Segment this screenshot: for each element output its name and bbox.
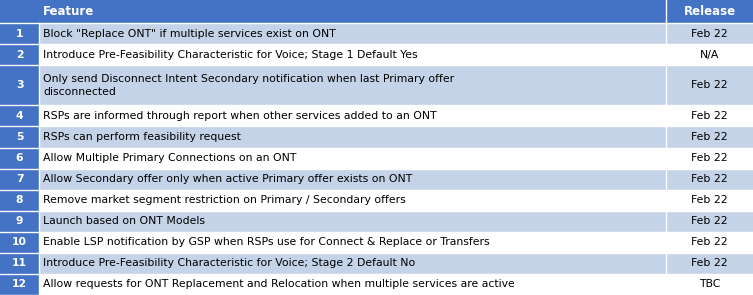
Text: Introduce Pre-Feasibility Characteristic for Voice; Stage 1 Default Yes: Introduce Pre-Feasibility Characteristic… bbox=[43, 50, 418, 60]
Bar bbox=[39, 274, 753, 295]
Bar bbox=[39, 44, 753, 65]
Text: 9: 9 bbox=[16, 216, 23, 226]
Text: Feb 22: Feb 22 bbox=[691, 153, 728, 163]
Text: Allow Secondary offer only when active Primary offer exists on ONT: Allow Secondary offer only when active P… bbox=[43, 174, 413, 184]
Bar bbox=[0, 65, 39, 105]
Bar bbox=[39, 190, 753, 211]
Bar bbox=[0, 274, 39, 295]
Bar bbox=[0, 168, 39, 190]
Bar bbox=[0, 23, 39, 44]
Text: Release: Release bbox=[684, 5, 736, 18]
Text: Allow Multiple Primary Connections on an ONT: Allow Multiple Primary Connections on an… bbox=[43, 153, 297, 163]
Text: Feb 22: Feb 22 bbox=[691, 237, 728, 247]
Text: 1: 1 bbox=[16, 29, 23, 39]
Text: 8: 8 bbox=[16, 195, 23, 205]
Text: Feb 22: Feb 22 bbox=[691, 132, 728, 142]
Bar bbox=[0, 253, 39, 274]
Text: Launch based on ONT Models: Launch based on ONT Models bbox=[43, 216, 205, 226]
Text: 4: 4 bbox=[16, 111, 23, 121]
Bar bbox=[39, 168, 753, 190]
Bar bbox=[0, 105, 39, 127]
Text: 10: 10 bbox=[12, 237, 27, 247]
Text: Remove market segment restriction on Primary / Secondary offers: Remove market segment restriction on Pri… bbox=[43, 195, 406, 205]
Text: 2: 2 bbox=[16, 50, 23, 60]
Text: TBC: TBC bbox=[699, 279, 721, 289]
Text: Enable LSP notification by GSP when RSPs use for Connect & Replace or Transfers: Enable LSP notification by GSP when RSPs… bbox=[43, 237, 489, 247]
Bar bbox=[39, 127, 753, 148]
Bar bbox=[39, 211, 753, 232]
Text: 11: 11 bbox=[12, 258, 27, 268]
Bar bbox=[0, 44, 39, 65]
Bar bbox=[39, 105, 753, 127]
Text: Feb 22: Feb 22 bbox=[691, 258, 728, 268]
Bar bbox=[0, 148, 39, 168]
Bar bbox=[39, 65, 753, 105]
Bar bbox=[0, 232, 39, 253]
Text: Feb 22: Feb 22 bbox=[691, 111, 728, 121]
Text: 6: 6 bbox=[16, 153, 23, 163]
Bar bbox=[0, 0, 753, 23]
Text: 5: 5 bbox=[16, 132, 23, 142]
Bar bbox=[0, 127, 39, 148]
Text: RSPs can perform feasibility request: RSPs can perform feasibility request bbox=[43, 132, 241, 142]
Text: Only send Disconnect Intent Secondary notification when last Primary offer
disco: Only send Disconnect Intent Secondary no… bbox=[43, 74, 454, 97]
Text: Feb 22: Feb 22 bbox=[691, 216, 728, 226]
Text: Feb 22: Feb 22 bbox=[691, 174, 728, 184]
Text: Allow requests for ONT Replacement and Relocation when multiple services are act: Allow requests for ONT Replacement and R… bbox=[43, 279, 515, 289]
Text: Feature: Feature bbox=[43, 5, 94, 18]
Bar bbox=[0, 190, 39, 211]
Text: Feb 22: Feb 22 bbox=[691, 80, 728, 90]
Text: 3: 3 bbox=[16, 80, 23, 90]
Bar bbox=[39, 253, 753, 274]
Text: Feb 22: Feb 22 bbox=[691, 29, 728, 39]
Text: Introduce Pre-Feasibility Characteristic for Voice; Stage 2 Default No: Introduce Pre-Feasibility Characteristic… bbox=[43, 258, 416, 268]
Bar bbox=[39, 232, 753, 253]
Bar bbox=[39, 23, 753, 44]
Bar bbox=[0, 211, 39, 232]
Text: 12: 12 bbox=[12, 279, 27, 289]
Text: Block "Replace ONT" if multiple services exist on ONT: Block "Replace ONT" if multiple services… bbox=[43, 29, 336, 39]
Text: Feb 22: Feb 22 bbox=[691, 195, 728, 205]
Bar bbox=[39, 148, 753, 168]
Text: RSPs are informed through report when other services added to an ONT: RSPs are informed through report when ot… bbox=[43, 111, 437, 121]
Text: N/A: N/A bbox=[700, 50, 719, 60]
Text: 7: 7 bbox=[16, 174, 23, 184]
